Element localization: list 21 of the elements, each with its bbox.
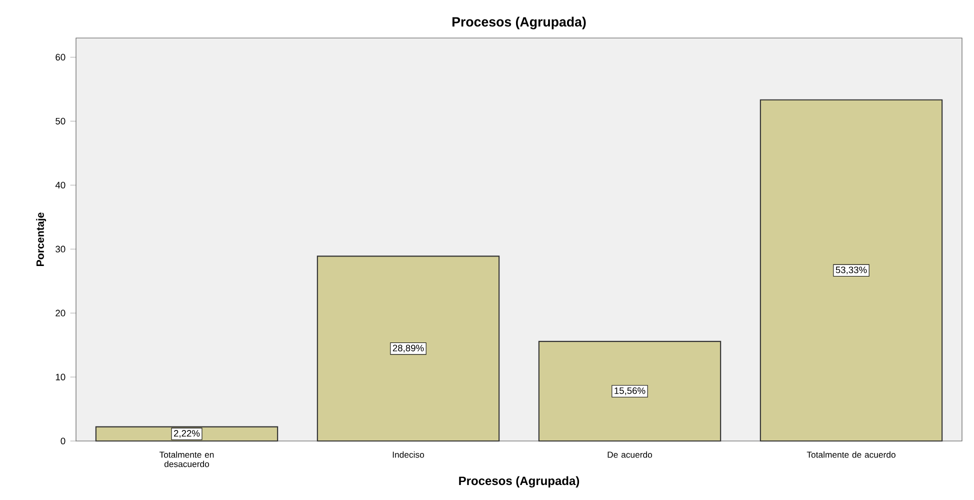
y-axis-title: Porcentaje (36, 212, 46, 266)
chart-title: Procesos (Agrupada) (452, 16, 586, 30)
x-tick-label: Totalmente de acuerdo (806, 451, 896, 458)
bar (760, 99, 943, 442)
data-label: 15,56% (614, 387, 646, 396)
bar (538, 340, 722, 442)
bar (316, 256, 500, 442)
x-tick-label: De acuerdo (608, 451, 652, 458)
x-tick-label: Totalmente en desacuerdo (159, 451, 214, 468)
y-tick-label: 0 (60, 438, 66, 444)
y-tick-label: 50 (56, 118, 66, 124)
data-label: 28,89% (392, 344, 424, 352)
data-label: 53,33% (836, 266, 867, 274)
y-tick-label: 30 (56, 246, 66, 252)
y-tick-label: 60 (56, 54, 66, 60)
data-label: 2,22% (174, 430, 200, 438)
x-tick-label: Indeciso (392, 451, 424, 458)
y-tick-label: 40 (55, 182, 66, 188)
y-tick-label: 10 (56, 374, 66, 380)
y-tick-label: 20 (56, 310, 66, 316)
x-axis-title: Procesos (Agrupada) (459, 476, 580, 488)
